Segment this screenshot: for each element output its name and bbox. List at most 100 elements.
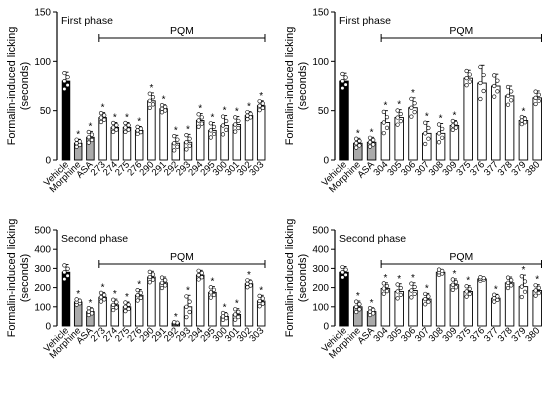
data-point	[236, 309, 241, 314]
data-point	[224, 312, 229, 317]
data-point	[123, 304, 128, 309]
data-point	[208, 295, 213, 300]
significance-star: *	[137, 280, 141, 291]
significance-star: *	[125, 113, 129, 124]
data-point	[172, 148, 177, 153]
significance-star: *	[370, 298, 374, 309]
pqm-label: PQM	[170, 25, 194, 37]
data-point	[354, 299, 359, 304]
data-point	[450, 123, 455, 128]
data-point	[236, 314, 241, 320]
data-point	[367, 135, 373, 140]
data-point	[395, 296, 400, 301]
data-point	[384, 289, 390, 294]
data-point	[184, 147, 189, 152]
data-point	[257, 103, 262, 108]
data-point	[395, 282, 400, 287]
data-point	[102, 117, 107, 122]
data-point	[343, 75, 348, 80]
bar-306	[408, 290, 418, 327]
data-point	[395, 289, 400, 294]
data-point	[147, 98, 152, 103]
data-point	[343, 272, 348, 277]
panel-title: First phase	[339, 15, 391, 27]
data-point	[371, 142, 376, 147]
data-point	[211, 131, 217, 137]
significance-star: *	[235, 299, 239, 310]
data-point	[89, 307, 95, 312]
y-tick-label: 150	[312, 8, 329, 19]
data-point	[505, 102, 511, 107]
significance-star: *	[162, 95, 166, 106]
data-point	[114, 305, 119, 310]
data-point	[505, 84, 511, 90]
y-tick-label: 100	[312, 302, 329, 313]
data-point	[208, 135, 213, 140]
data-point	[187, 143, 192, 148]
data-point	[354, 136, 359, 141]
data-point	[159, 103, 165, 108]
data-point	[86, 140, 91, 145]
data-point	[159, 275, 165, 280]
data-point	[74, 297, 79, 302]
data-point	[126, 123, 131, 128]
data-point	[199, 115, 204, 120]
data-point	[384, 283, 390, 289]
significance-star: *	[88, 298, 92, 309]
y-tick-label: 50	[40, 106, 52, 117]
data-point	[211, 292, 217, 298]
data-point	[357, 307, 362, 312]
data-point	[343, 82, 348, 87]
data-point	[340, 270, 345, 275]
data-point	[163, 278, 168, 283]
y-tick-label: 400	[312, 245, 329, 256]
data-point	[536, 92, 541, 97]
data-point	[77, 139, 82, 144]
data-point	[196, 112, 201, 117]
bar-303	[256, 105, 266, 161]
y-axis-label: Formalin-induced licking (seconds)	[284, 27, 309, 146]
data-point	[409, 96, 414, 101]
significance-star: *	[125, 292, 129, 303]
y-axis-label: Formalin-induced licking (seconds)	[6, 27, 31, 146]
data-point	[533, 89, 538, 94]
data-point	[111, 120, 116, 126]
y-tick-label: 150	[34, 8, 51, 19]
data-point	[426, 299, 431, 304]
data-point	[371, 137, 376, 143]
data-point	[196, 277, 201, 282]
data-point	[199, 275, 204, 280]
y-tick-label: 0	[45, 322, 51, 333]
data-point	[102, 113, 107, 118]
data-point	[453, 285, 459, 290]
data-point	[260, 301, 265, 306]
bar-302	[244, 115, 254, 161]
data-point	[505, 275, 511, 280]
data-point	[98, 115, 104, 120]
data-point	[147, 105, 152, 111]
significance-star: *	[370, 127, 374, 138]
data-point	[453, 121, 459, 126]
data-point	[138, 295, 143, 300]
bar-vehicle	[339, 271, 349, 327]
significance-star: *	[383, 101, 387, 112]
data-point	[98, 290, 104, 295]
x-tick-label-group: 380	[523, 325, 542, 344]
data-point	[175, 144, 180, 149]
data-point	[184, 315, 189, 320]
x-tick-label-group: 380	[523, 159, 542, 178]
data-point	[233, 115, 238, 120]
significance-star: *	[425, 112, 429, 123]
pqm-label: PQM	[170, 251, 194, 263]
data-point	[467, 291, 472, 297]
x-tick-label-380: 380	[523, 159, 542, 178]
data-point	[245, 278, 250, 283]
data-point	[147, 269, 152, 274]
data-point	[196, 124, 201, 129]
data-point	[208, 285, 213, 290]
data-point	[260, 105, 265, 111]
data-point	[423, 131, 428, 136]
data-point	[62, 86, 67, 92]
significance-star: *	[223, 106, 227, 117]
